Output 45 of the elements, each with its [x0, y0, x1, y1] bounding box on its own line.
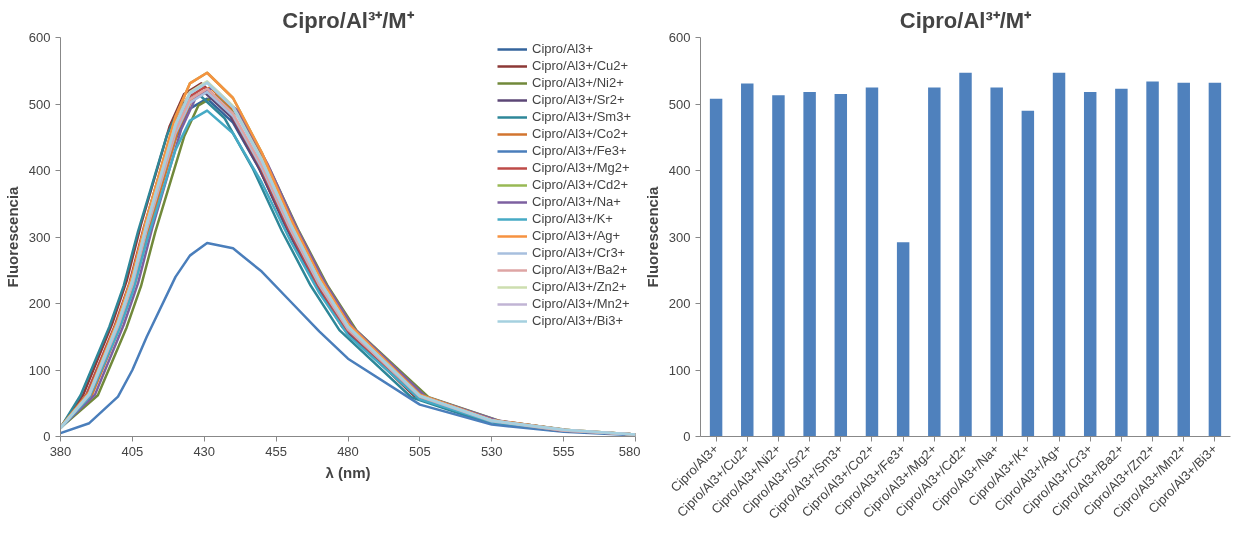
- legend-label: Cipro/Al3+/Co2+: [532, 126, 629, 141]
- x-tick-label: 405: [121, 443, 144, 459]
- x-tick-label: 580: [618, 443, 641, 459]
- legend-label: Cipro/Al3+/Cu2+: [532, 58, 629, 73]
- legend-label: Cipro/Al3+/Cr3+: [532, 245, 626, 260]
- x-axis-title: λ (nm): [325, 463, 371, 481]
- legend-label: Cipro/Al3+/Zn2+: [532, 279, 627, 294]
- chart-title: Cipro/Al³⁺/M⁺: [282, 7, 415, 33]
- y-tick-label: 100: [668, 362, 691, 378]
- y-tick-label: 600: [668, 30, 691, 45]
- y-tick-label: 500: [28, 96, 51, 112]
- y-tick-label: 200: [28, 296, 51, 311]
- x-tick-label: 505: [409, 443, 431, 459]
- y-tick-label: 300: [28, 229, 51, 245]
- y-tick-label: 600: [28, 30, 51, 45]
- x-tick-label: 430: [193, 443, 216, 459]
- legend-label: Cipro/Al3+/Ag+: [532, 228, 621, 243]
- y-tick-label: 400: [28, 163, 51, 178]
- legend-label: Cipro/Al3+/Mn2+: [532, 296, 630, 311]
- x-tick-label: 455: [265, 443, 287, 459]
- legend-label: Cipro/Al3+/Ni2+: [532, 75, 624, 90]
- y-tick-label: 500: [668, 96, 691, 112]
- y-tick-label: 0: [43, 429, 51, 444]
- legend-label: Cipro/Al3+/K+: [532, 211, 613, 226]
- y-axis-title: Fluorescencia: [3, 185, 21, 288]
- legend-label: Cipro/Al3+/Cd2+: [532, 177, 629, 192]
- legend-label: Cipro/Al3+/Sm3+: [532, 109, 631, 124]
- x-tick-label: 555: [552, 443, 575, 459]
- legend-label: Cipro/Al3+/Mg2+: [532, 160, 630, 175]
- y-tick-label: 100: [28, 362, 51, 378]
- chart-title: Cipro/Al³⁺/M⁺: [899, 7, 1033, 33]
- y-tick-label: 400: [668, 163, 691, 178]
- legend-label: Cipro/Al3+/Ba2+: [532, 262, 628, 277]
- x-tick-label: 530: [480, 443, 503, 459]
- legend-label: Cipro/Al3+/Fe3+: [532, 143, 627, 158]
- legend-label: Cipro/Al3+/Bi3+: [532, 313, 624, 328]
- legend-label: Cipro/Al3+/Na+: [532, 194, 621, 209]
- x-tick-label: 380: [49, 443, 72, 459]
- legend-label: Cipro/Al3+: [532, 41, 594, 56]
- y-tick-label: 0: [683, 429, 691, 444]
- y-tick-label: 300: [668, 229, 691, 245]
- legend-label: Cipro/Al3+/Sr2+: [532, 92, 625, 107]
- y-tick-label: 200: [668, 296, 691, 311]
- y-axis-title: Fluorescencia: [643, 185, 661, 288]
- x-tick-label: 480: [337, 443, 359, 459]
